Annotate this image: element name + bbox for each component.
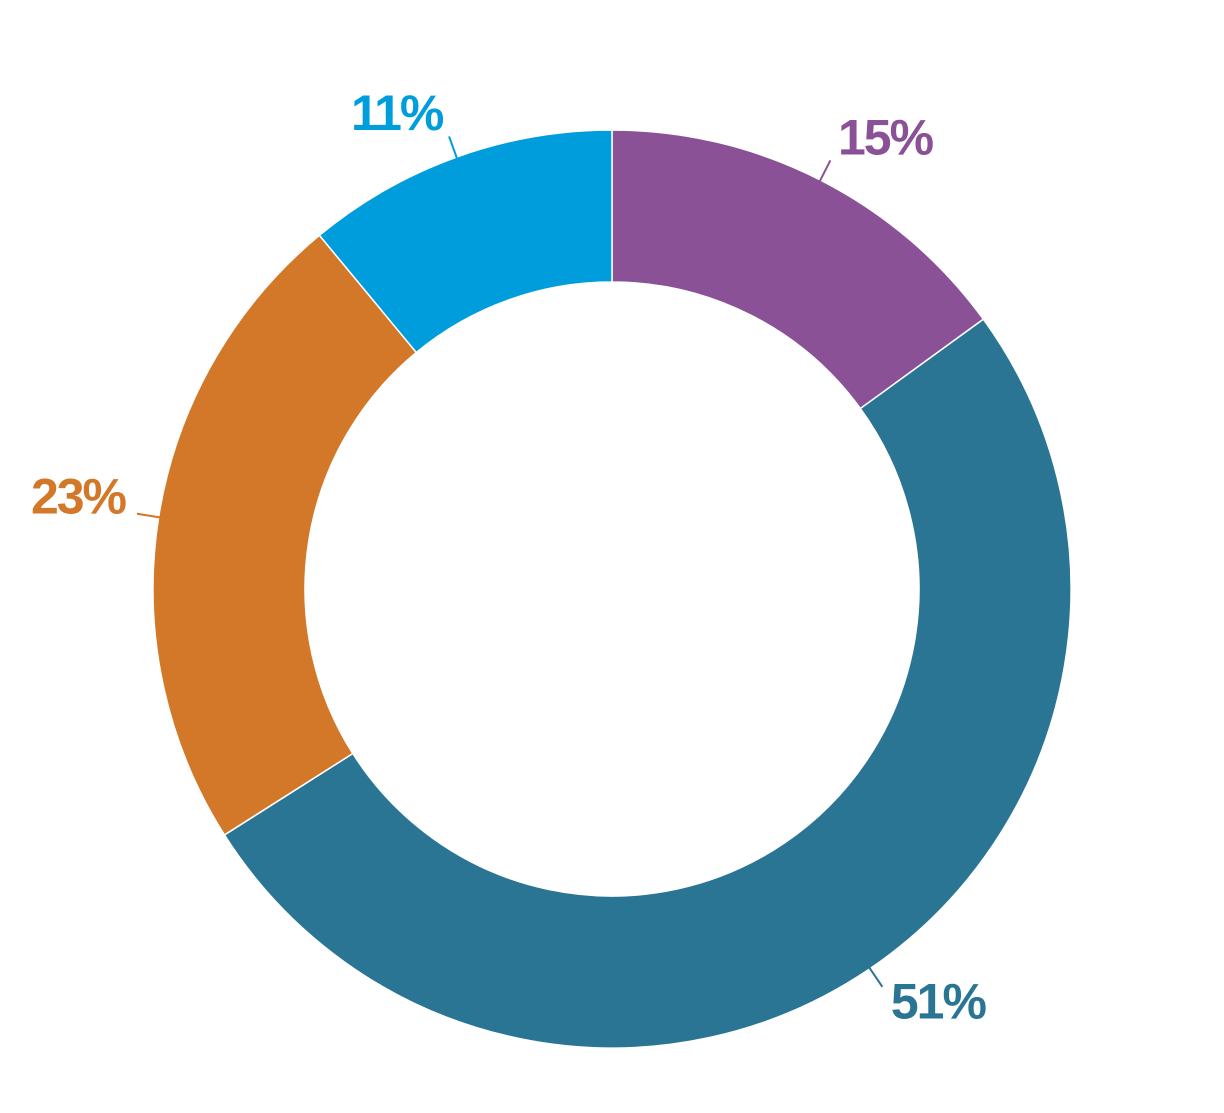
data-label: 51%	[891, 974, 987, 1030]
leader-line	[448, 136, 459, 160]
leader-line	[818, 159, 832, 183]
donut-slice	[611, 129, 985, 410]
donut-slice	[152, 234, 418, 836]
data-label: 23%	[31, 469, 127, 525]
leader-line	[136, 512, 161, 519]
data-label: 11%	[351, 85, 444, 141]
donut-slice	[318, 129, 613, 354]
leader-line	[868, 966, 884, 988]
donut-slice	[223, 318, 1072, 1049]
data-label: 15%	[838, 110, 934, 166]
